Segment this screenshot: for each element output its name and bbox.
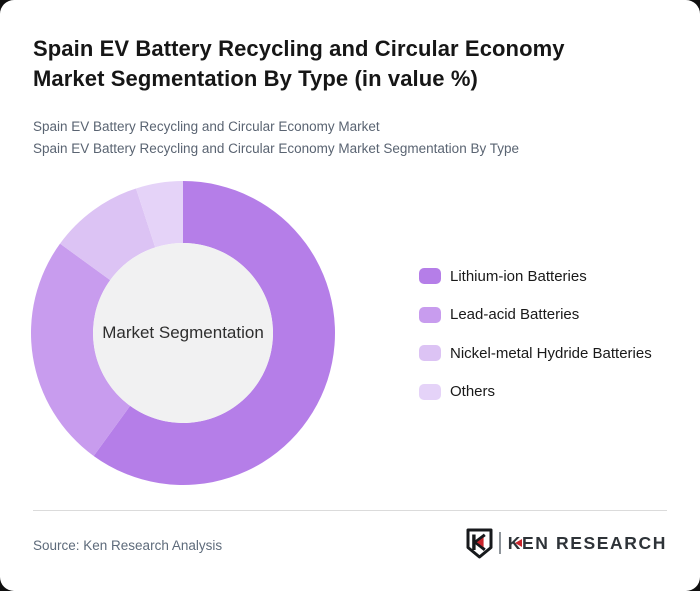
donut-segment-3 xyxy=(136,181,183,248)
subtitle-line-2: Spain EV Battery Recycling and Circular … xyxy=(33,141,519,156)
donut-center-circle xyxy=(93,243,273,423)
legend-swatch-icon xyxy=(419,345,441,361)
donut-chart-container: Market Segmentation xyxy=(23,173,343,493)
logo-divider xyxy=(498,532,501,554)
ken-research-shield-icon xyxy=(466,528,493,558)
legend-item-lithium-ion: Lithium-ion Batteries xyxy=(419,267,652,285)
chart-subtitle: Spain EV Battery Recycling and Circular … xyxy=(33,116,519,160)
legend-label: Others xyxy=(450,383,496,400)
legend-item-others: Others xyxy=(419,383,652,400)
donut-segment-0 xyxy=(93,181,335,485)
logo-wordmark: KEN RESEARCH xyxy=(508,533,667,554)
page-title: Spain EV Battery Recycling and Circular … xyxy=(33,34,565,94)
legend-label: Lead-acid Batteries xyxy=(450,306,580,323)
title-line-2: Market Segmentation By Type (in value %) xyxy=(33,66,478,91)
legend-swatch-icon xyxy=(419,268,441,284)
subtitle-line-1: Spain EV Battery Recycling and Circular … xyxy=(33,119,380,134)
logo-red-triangle-icon xyxy=(514,538,522,547)
donut-segment-1 xyxy=(31,243,131,456)
ken-research-logo: KEN RESEARCH xyxy=(466,527,667,559)
title-line-1: Spain EV Battery Recycling and Circular … xyxy=(33,36,565,61)
logo-wordmark-text: KEN RESEARCH xyxy=(507,532,667,553)
legend-item-nickel-metal-hydride: Nickel-metal Hydride Batteries xyxy=(419,344,652,362)
legend-label: Nickel-metal Hydride Batteries xyxy=(450,344,652,362)
donut-segment-2 xyxy=(60,188,156,281)
legend-label: Lithium-ion Batteries xyxy=(450,267,587,285)
legend-swatch-icon xyxy=(419,383,441,400)
legend-swatch-icon xyxy=(419,306,441,323)
footer-divider xyxy=(33,510,667,511)
donut-chart xyxy=(31,181,335,485)
source-note: Source: Ken Research Analysis xyxy=(33,538,223,553)
chart-legend: Lithium-ion Batteries Lead-acid Batterie… xyxy=(419,268,652,400)
legend-item-lead-acid: Lead-acid Batteries xyxy=(419,306,652,323)
